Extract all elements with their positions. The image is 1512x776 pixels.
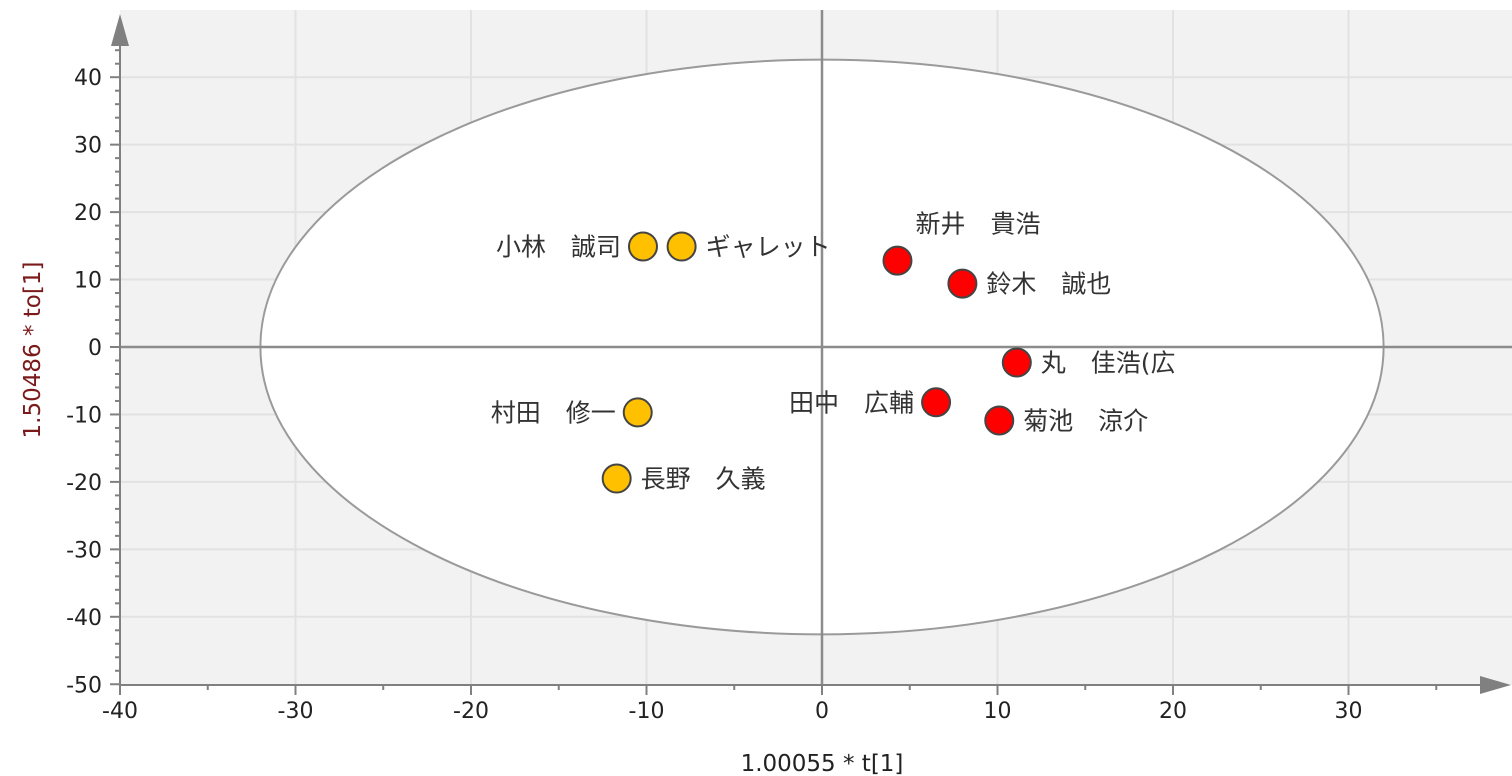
x-tick-label: -20: [453, 699, 489, 724]
y-tick-label: 0: [88, 336, 102, 361]
data-point-label: 田中 広輔: [789, 388, 914, 417]
data-point: [627, 231, 658, 262]
data-point: [666, 231, 697, 262]
data-point-label: 長野 久義: [641, 465, 766, 494]
y-axis-label: 1.50486 * to[1]: [20, 262, 46, 439]
data-point-label: ギャレット: [706, 232, 831, 261]
y-tick-label: 20: [74, 201, 102, 226]
data-point-label: 丸 佳浩(広: [1041, 349, 1176, 378]
data-point-label: 新井 貴浩: [915, 210, 1040, 239]
x-axis-label: 1.00055 * t[1]: [741, 751, 904, 776]
y-tick-label: -40: [66, 606, 102, 631]
axes: -40 -30 -20 -10 0 10 20 30-50-40-30-20-10010203…: [66, 10, 1512, 724]
data-point-label: 村田 修一: [491, 398, 616, 427]
data-point-label: 菊池 涼介: [1023, 407, 1148, 436]
x-axis-arrow: [1480, 676, 1511, 694]
y-tick-label: -10: [66, 403, 102, 428]
y-tick-label: -50: [66, 673, 102, 698]
data-point: [984, 405, 1015, 436]
x-tick-label: 0: [815, 699, 829, 724]
data-point-label: 小林 誠司: [496, 232, 621, 261]
data-point: [601, 463, 632, 494]
data-point: [947, 268, 978, 299]
y-axis-arrow: [111, 14, 129, 46]
x-tick-label: -10: [629, 699, 665, 724]
data-point: [1001, 347, 1032, 378]
x-tick-label: 30: [1335, 699, 1363, 724]
y-tick-label: 30: [74, 134, 102, 159]
data-point: [882, 245, 913, 276]
x-tick-label: -30: [278, 699, 314, 724]
data-point: [622, 397, 653, 428]
y-tick-label: -30: [66, 538, 102, 563]
x-tick-label: -40: [102, 699, 138, 724]
x-tick-label: 20: [1159, 699, 1187, 724]
x-tick-label: 10: [984, 699, 1012, 724]
y-tick-label: 40: [74, 66, 102, 91]
y-tick-label: 10: [74, 269, 102, 294]
data-point-label: 鈴木 誠也: [986, 270, 1111, 299]
data-point: [921, 387, 952, 418]
y-tick-label: -20: [66, 471, 102, 496]
